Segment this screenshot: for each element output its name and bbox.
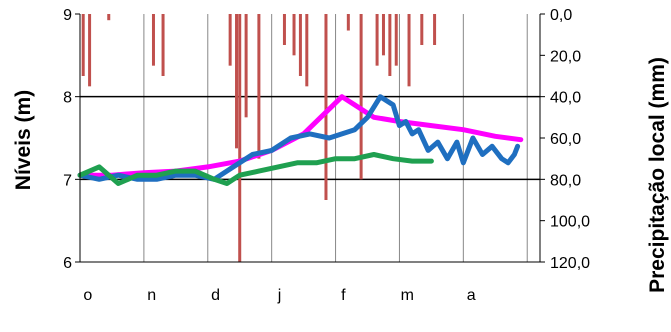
precip-bar — [407, 14, 411, 87]
precip-bar — [381, 14, 385, 56]
x-tick-label: f — [341, 287, 346, 304]
axes — [75, 13, 545, 263]
series-line-2 — [77, 152, 434, 186]
right-tick-label: 100,0 — [550, 214, 590, 231]
precip-bar — [292, 14, 296, 56]
precip-bar — [107, 14, 111, 21]
x-tick-label: j — [277, 287, 282, 304]
left-tick-label: 7 — [63, 172, 72, 189]
level-lines — [77, 94, 524, 186]
precip-bar — [238, 14, 242, 262]
precip-bar — [88, 14, 92, 87]
precip-bar — [298, 14, 302, 76]
left-tick-label: 9 — [63, 7, 72, 24]
gridlines — [80, 14, 540, 262]
precip-bar — [346, 14, 350, 31]
right-tick-label: 0,0 — [550, 7, 572, 24]
left-tick-label: 8 — [63, 90, 72, 107]
series-line-1 — [77, 94, 521, 182]
right-axis-title: Precipitação local (mm) — [646, 57, 669, 293]
right-y-tick-labels: 0,0 20,0 40,0 60,0 80,0 100,0 120,0 — [550, 7, 590, 272]
right-tick-label: 120,0 — [550, 255, 590, 272]
precip-bar — [81, 14, 85, 76]
precip-bar — [228, 14, 232, 66]
precip-bar — [375, 14, 379, 66]
x-tick-label: o — [83, 287, 92, 304]
precip-bar — [235, 14, 239, 149]
right-tick-label: 20,0 — [550, 48, 581, 65]
left-y-tick-labels: 6 7 8 9 — [63, 7, 72, 272]
x-tick-label: m — [401, 287, 414, 304]
precip-bar — [151, 14, 155, 66]
precip-bar — [388, 14, 392, 76]
x-tick-label: n — [147, 287, 156, 304]
precip-bar — [257, 14, 261, 159]
x-tick-label: d — [211, 287, 220, 304]
precipitation-bars — [81, 14, 437, 262]
precip-bar — [244, 14, 248, 118]
right-tick-label: 60,0 — [550, 131, 581, 148]
left-axis-title: Níveis (m) — [12, 90, 35, 190]
precip-bar — [161, 14, 165, 76]
precip-bar — [282, 14, 286, 45]
right-tick-label: 40,0 — [550, 90, 581, 107]
precip-bar — [433, 14, 437, 45]
precip-bar — [394, 14, 398, 66]
precip-bar — [324, 14, 328, 200]
precip-bar — [359, 14, 363, 180]
x-tick-label: a — [467, 287, 476, 304]
right-tick-label: 80,0 — [550, 172, 581, 189]
precip-bar — [305, 14, 309, 87]
precip-bar — [420, 14, 424, 45]
left-tick-label: 6 — [63, 255, 72, 272]
